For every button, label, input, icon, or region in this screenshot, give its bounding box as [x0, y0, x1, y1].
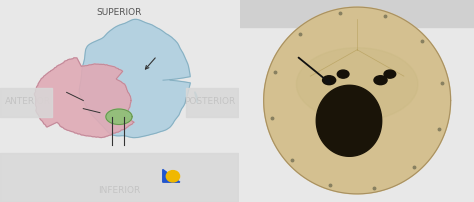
- Polygon shape: [316, 86, 382, 157]
- Ellipse shape: [337, 71, 349, 79]
- Polygon shape: [163, 169, 180, 182]
- Polygon shape: [195, 92, 198, 103]
- Polygon shape: [264, 8, 451, 194]
- Text: ANTERIOR: ANTERIOR: [5, 97, 51, 105]
- Text: INFERIOR: INFERIOR: [98, 185, 140, 194]
- Polygon shape: [34, 59, 134, 138]
- Ellipse shape: [374, 76, 387, 85]
- Text: POSTERIOR: POSTERIOR: [184, 97, 236, 105]
- Polygon shape: [296, 48, 418, 121]
- Ellipse shape: [323, 76, 336, 85]
- Circle shape: [166, 171, 180, 182]
- Text: SUPERIOR: SUPERIOR: [96, 8, 142, 17]
- Polygon shape: [106, 109, 132, 125]
- Ellipse shape: [384, 71, 396, 79]
- Polygon shape: [79, 20, 191, 138]
